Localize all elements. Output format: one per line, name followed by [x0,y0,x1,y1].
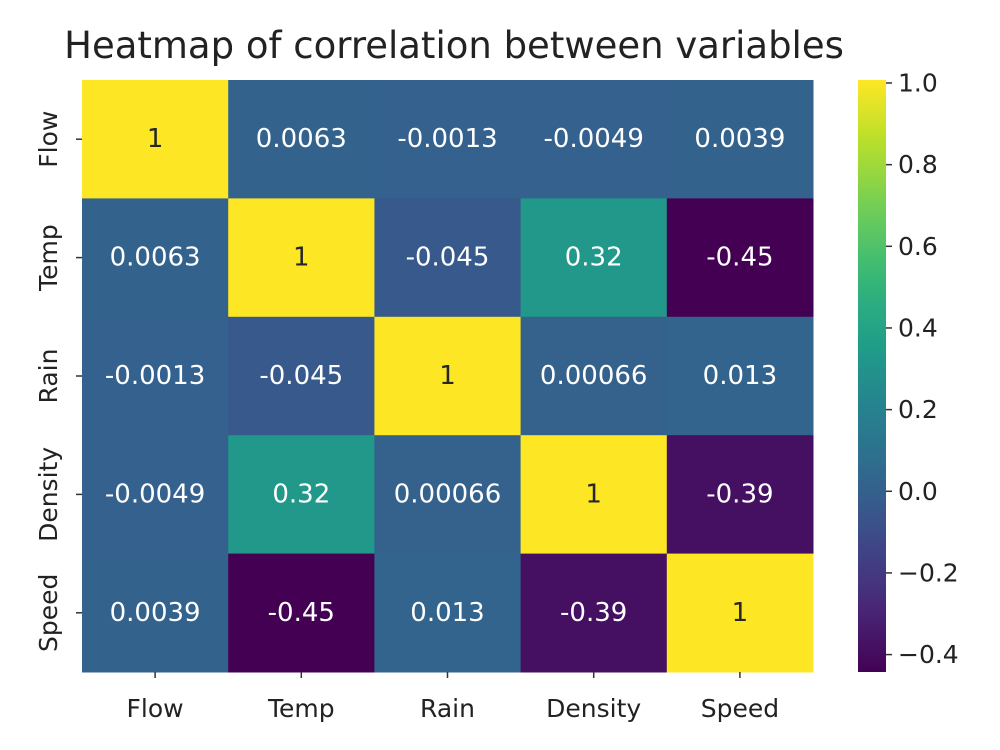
colorbar-tick-label: 0.0 [898,477,938,506]
cell-label: 0.0039 [694,124,785,154]
colorbar-tick-label: 0.6 [898,232,938,261]
heatmap-cell [82,80,229,199]
cell-label: -0.39 [560,598,627,628]
cell-label: 0.0039 [110,598,201,628]
colorbar-tick-label: 0.4 [898,313,938,342]
heatmap-cell [228,435,375,555]
heatmap-cell [228,198,375,318]
cell-label: -0.0013 [105,361,205,391]
cell-label: 0.013 [410,598,484,628]
cell-label: -0.45 [268,598,335,628]
x-tick-label: Density [546,694,641,723]
heatmap-cell [520,553,668,673]
heatmap-cell [374,198,522,318]
heatmap-cell [666,80,814,199]
colorbar [858,80,886,672]
heatmap-cell [374,553,522,673]
heatmap-cell [520,80,668,199]
heatmap-cell [666,198,814,318]
chart-title: Heatmap of correlation between variables [64,24,844,67]
heatmap-cell [520,435,668,555]
cell-label: -0.0049 [544,124,644,154]
cell-label: 1 [732,598,749,628]
heatmap-cell [520,198,668,318]
heatmap-cell [666,316,814,436]
cell-label: 0.00066 [540,361,648,391]
cell-label: -0.045 [406,243,490,273]
x-tick-label: Speed [701,694,779,723]
cell-label: 0.00066 [394,479,502,509]
heatmap-cell [82,316,229,436]
cell-label: 0.0063 [256,124,347,154]
heatmap-cell [228,553,375,673]
cell-label: -0.045 [259,361,343,391]
heatmap-cell [374,316,522,436]
heatmap-cell [666,435,814,555]
y-tick-label: Rain [34,349,63,404]
cell-label: -0.0013 [397,124,497,154]
y-tick-label: Speed [34,574,63,652]
colorbar-tick-label: 0.2 [898,395,938,424]
colorbar-tick-label: −0.4 [898,640,959,669]
cell-label: 1 [439,361,456,391]
y-tick-label: Flow [34,111,63,168]
cell-label: -0.0049 [105,479,205,509]
y-tick-label: Density [34,447,63,542]
cell-label: 0.013 [703,361,777,391]
heatmap-cell [228,80,375,199]
cell-label: 0.0063 [110,243,201,273]
cell-label: -0.45 [706,243,773,273]
colorbar-tick-label: 0.8 [898,150,938,179]
cell-label: 1 [585,479,602,509]
y-tick-label: Temp [34,224,63,292]
heatmap-cell [228,316,375,436]
cell-label: 0.32 [272,479,330,509]
heatmap-cell [374,435,522,555]
heatmap-cell [82,198,229,318]
x-tick-label: Temp [267,694,335,723]
cell-label: -0.39 [706,479,773,509]
cell-label: 0.32 [565,243,623,273]
heatmap-cell [82,553,229,673]
colorbar-tick-label: −0.2 [898,558,959,587]
x-tick-label: Flow [127,694,184,723]
x-tick-label: Rain [420,694,475,723]
heatmap-cell [82,435,229,555]
heatmap-cell [520,316,668,436]
cell-label: 1 [147,124,164,154]
heatmap-cell [666,553,814,673]
heatmap-cell [374,80,522,199]
colorbar-tick-label: 1.0 [898,69,938,98]
cell-label: 1 [293,243,310,273]
